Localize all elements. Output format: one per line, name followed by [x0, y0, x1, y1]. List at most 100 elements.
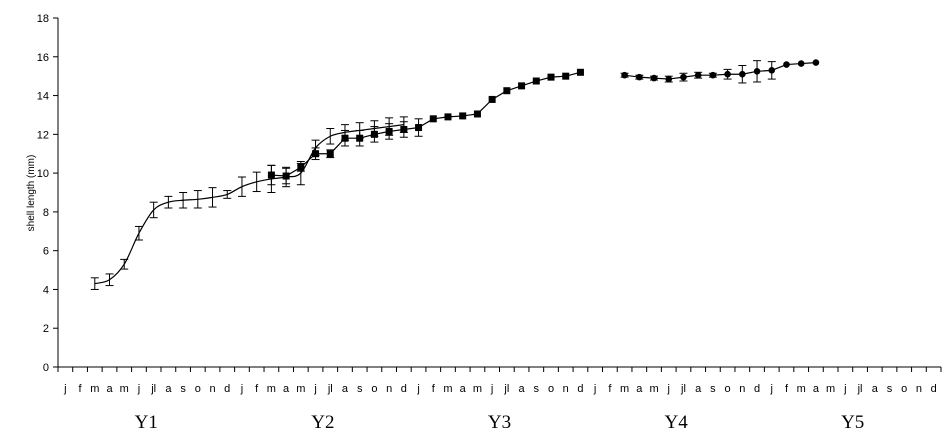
- month-label: j: [240, 383, 243, 395]
- data-point-square: [429, 115, 437, 123]
- month-label: a: [283, 383, 290, 395]
- data-point-circle: [650, 74, 658, 82]
- data-point-circle: [768, 67, 776, 74]
- month-label: jl: [150, 383, 156, 395]
- series-layer: [90, 59, 820, 290]
- data-point-circle: [724, 70, 731, 78]
- month-label: d: [577, 383, 583, 395]
- month-label: m: [443, 383, 452, 395]
- y-tick-label: 12: [37, 129, 49, 141]
- month-label: s: [534, 383, 540, 395]
- month-label: j: [137, 383, 140, 395]
- month-label: n: [916, 383, 922, 395]
- data-point-square: [532, 77, 540, 85]
- data-point-square: [297, 163, 305, 171]
- series-1: [90, 116, 408, 290]
- data-point-square: [547, 73, 555, 81]
- data-point-square: [488, 95, 496, 103]
- y-tick-label: 10: [37, 168, 49, 180]
- month-label: a: [106, 383, 113, 395]
- data-point-circle: [665, 75, 673, 83]
- month-label: j: [490, 383, 493, 395]
- month-label: j: [416, 383, 419, 395]
- data-point-square: [400, 125, 408, 133]
- month-label: f: [79, 383, 83, 395]
- month-label: d: [224, 383, 230, 395]
- data-point-circle: [694, 71, 702, 79]
- month-label: a: [165, 383, 172, 395]
- month-label: s: [887, 383, 893, 395]
- month-label: m: [649, 383, 658, 395]
- year-label: Y4: [664, 412, 688, 433]
- month-label: m: [120, 383, 129, 395]
- data-point-circle: [680, 73, 687, 81]
- month-label: d: [931, 383, 937, 395]
- data-point-circle: [636, 73, 643, 81]
- month-label: n: [563, 383, 569, 395]
- month-label: a: [872, 383, 879, 395]
- month-label: jl: [857, 383, 863, 395]
- year-label: Y2: [311, 412, 334, 433]
- month-label: o: [901, 383, 907, 395]
- month-label: m: [620, 383, 629, 395]
- data-point-square: [341, 134, 349, 142]
- data-point-square: [312, 150, 320, 158]
- data-point-square: [385, 127, 393, 135]
- y-axis-label: shell length (mm): [26, 155, 37, 232]
- data-point-square: [267, 171, 275, 179]
- month-label: j: [313, 383, 316, 395]
- data-point-circle: [797, 60, 805, 67]
- month-label: a: [813, 383, 820, 395]
- data-point-square: [518, 82, 526, 90]
- year-label: Y3: [488, 412, 511, 433]
- month-label: d: [754, 383, 760, 395]
- data-point-circle: [739, 70, 746, 78]
- data-point-circle: [709, 71, 717, 79]
- y-tick-label: 8: [43, 207, 49, 219]
- month-label: jl: [680, 383, 686, 395]
- y-axis-ticks: 0 2 4 6 8 10 12 14 16 18: [37, 13, 58, 374]
- series-3: [620, 59, 820, 84]
- month-label: m: [296, 383, 305, 395]
- series-2: [267, 68, 584, 186]
- data-point-square: [444, 113, 452, 121]
- month-label: j: [667, 383, 670, 395]
- data-point-square: [576, 68, 584, 76]
- month-label: m: [826, 383, 835, 395]
- data-point-square: [326, 150, 334, 158]
- data-point-square: [473, 110, 481, 118]
- data-point-square: [282, 172, 290, 180]
- month-label: j: [593, 383, 596, 395]
- data-point-circle: [621, 71, 628, 79]
- month-label: j: [770, 383, 773, 395]
- series-line: [94, 124, 404, 285]
- month-label: f: [785, 383, 789, 395]
- data-point-square: [370, 130, 378, 138]
- month-label: o: [195, 383, 201, 395]
- month-label: n: [209, 383, 215, 395]
- month-label: jl: [503, 383, 509, 395]
- month-label: jl: [327, 383, 333, 395]
- month-label: a: [636, 383, 643, 395]
- y-tick-label: 18: [37, 13, 49, 25]
- year-label: Y5: [841, 412, 864, 433]
- month-label: s: [357, 383, 363, 395]
- year-label: Y1: [135, 412, 158, 433]
- data-point-square: [459, 112, 467, 120]
- y-tick-label: 0: [43, 362, 49, 374]
- series-line: [271, 71, 581, 177]
- data-point-square: [562, 72, 570, 80]
- month-label: a: [460, 383, 467, 395]
- month-label: a: [695, 383, 702, 395]
- y-tick-label: 2: [43, 323, 49, 335]
- month-label: j: [63, 383, 66, 395]
- chart-axes: [57, 18, 941, 368]
- month-label: m: [90, 383, 99, 395]
- y-tick-label: 4: [43, 284, 49, 296]
- data-point-square: [503, 87, 511, 95]
- y-tick-label: 16: [37, 52, 49, 64]
- data-point-circle: [753, 68, 761, 75]
- month-label: f: [255, 383, 259, 395]
- month-label: j: [843, 383, 846, 395]
